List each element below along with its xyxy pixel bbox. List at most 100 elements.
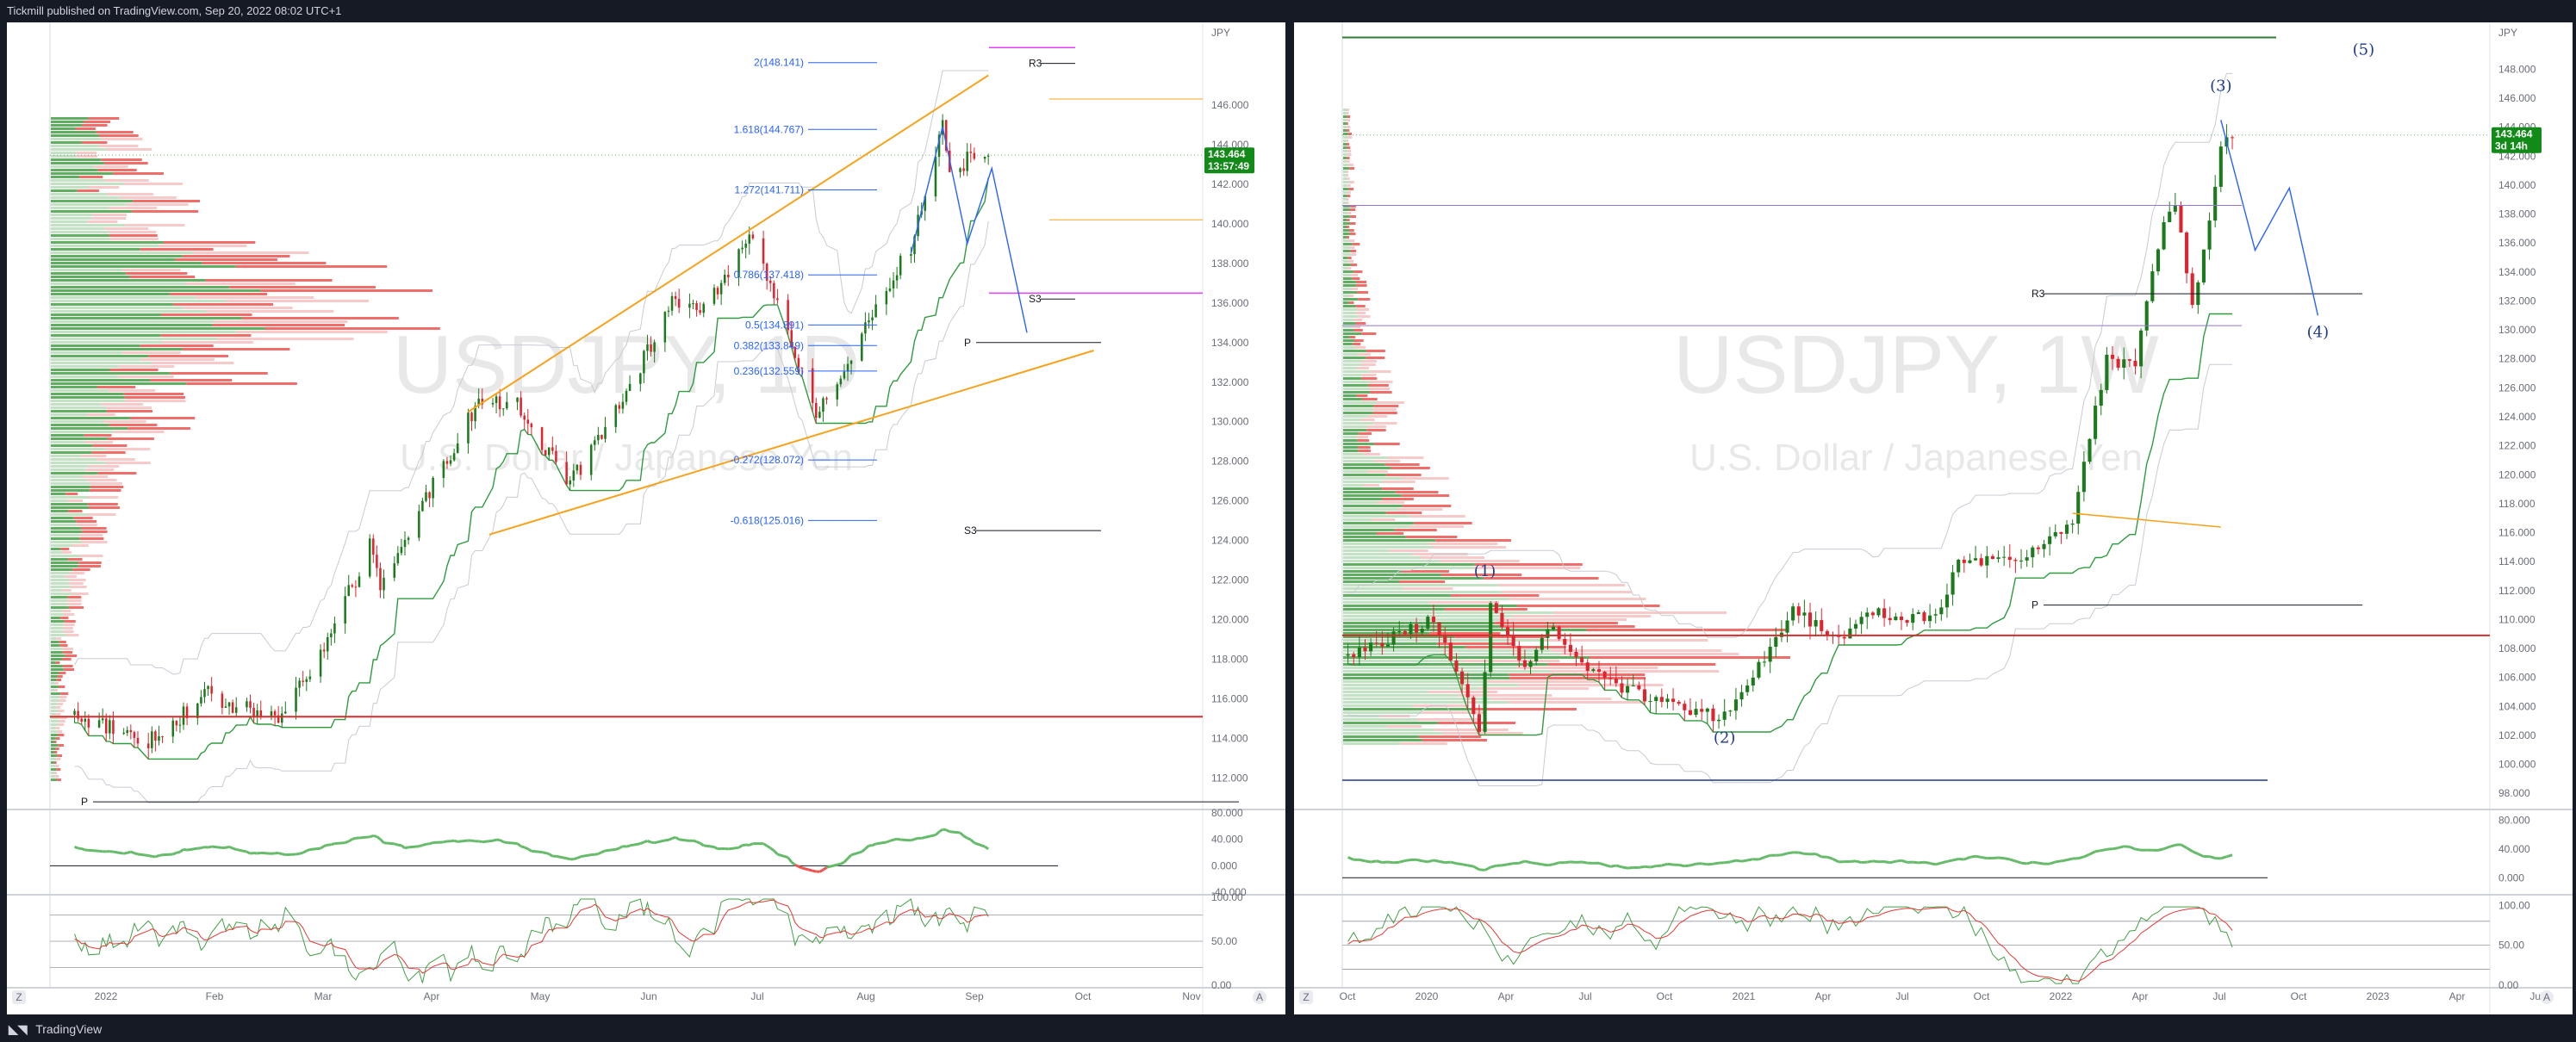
volume-profile-bar <box>51 706 57 709</box>
candle-body <box>1717 719 1721 722</box>
volume-profile-bar <box>1343 126 1347 128</box>
candle-body <box>765 264 768 281</box>
volume-profile-bar <box>1409 525 1464 528</box>
rsi-line-segment <box>580 853 592 859</box>
rsi-line-segment <box>1382 860 1389 864</box>
candle-body <box>2116 358 2120 368</box>
volume-profile-bar <box>1343 673 1509 676</box>
volume-profile-bar <box>83 121 111 123</box>
rsi-line-segment <box>2192 850 2199 855</box>
footer-brand: TradingView <box>35 1022 103 1036</box>
candle-body <box>477 398 480 406</box>
volume-profile-bar <box>1349 181 1354 183</box>
candle-body <box>421 500 424 512</box>
volume-profile-bar <box>1351 288 1359 290</box>
volume-profile-bar <box>60 692 69 695</box>
volume-profile-bar <box>1347 115 1351 118</box>
rsi-line-segment <box>969 838 975 844</box>
volume-profile-bar <box>126 272 188 275</box>
volume-profile-bar <box>1357 308 1370 311</box>
candle-body <box>646 344 649 351</box>
rsi-line-segment <box>619 845 624 850</box>
volume-profile-bar <box>1343 226 1347 228</box>
volume-profile-bar <box>1372 412 1397 414</box>
volume-profile-bar <box>1355 322 1366 325</box>
candle-body <box>2162 221 2166 250</box>
volume-profile-bar <box>51 310 207 313</box>
volume-profile-bar <box>97 472 137 474</box>
volume-profile-bar <box>51 727 56 729</box>
volume-profile-bar <box>1343 146 1347 149</box>
candle-body <box>376 555 378 568</box>
volume-profile-bar <box>1372 422 1397 425</box>
rsi-line-segment <box>358 835 370 840</box>
y-tick-label: 138.000 <box>2498 208 2536 220</box>
candle-body <box>1352 654 1356 658</box>
candle-body <box>452 453 456 461</box>
volume-profile-bar <box>124 224 185 226</box>
candle-body <box>1448 642 1453 661</box>
volume-profile-bar <box>62 551 72 554</box>
volume-profile-bar <box>68 582 84 585</box>
volume-profile-bar <box>51 234 110 237</box>
volume-profile-bar <box>1343 577 1484 580</box>
volume-profile-bar <box>51 362 152 364</box>
chart-panel-weekly[interactable]: USDJPY, 1W U.S. Dollar / Japanese Yen JPY 1… <box>1294 22 2573 1014</box>
stoch-d-line <box>1347 907 2233 982</box>
candle-body <box>2201 249 2206 283</box>
candle-body <box>1968 560 1972 563</box>
rsi-line-segment <box>769 847 775 853</box>
rsi-line-segment <box>1701 862 1708 866</box>
x-tick-label: 2022 <box>2050 990 2073 1002</box>
volume-profile-bar <box>51 472 98 474</box>
rsi-line-segment <box>921 835 926 840</box>
rsi-line-segment <box>776 853 789 859</box>
volume-profile-bar <box>1343 164 1349 166</box>
candle-body <box>986 155 990 157</box>
chart-panel-daily[interactable]: USDJPY, 1D U.S. Dollar / Japanese Yen JPY 1… <box>7 22 1285 1014</box>
volume-profile-bar <box>1353 343 1361 345</box>
rsi-line-segment <box>742 843 746 847</box>
volume-profile-bar <box>1343 381 1371 383</box>
volume-profile-bar <box>121 269 181 271</box>
volume-profile-bar <box>1343 115 1347 118</box>
daily-chart-svg[interactable]: USDJPY, 1DU.S. Dollar / Japanese YenJPY1… <box>7 22 1285 1014</box>
weekly-chart-svg[interactable]: USDJPY, 1W U.S. Dollar / Japanese Yen JPY 1… <box>1294 22 2573 1014</box>
candle-body <box>818 412 821 418</box>
volume-profile-bar <box>60 617 69 619</box>
y-tick-label: 128.000 <box>2498 353 2536 365</box>
volume-profile-bar <box>1586 629 1786 631</box>
candle-body <box>368 538 371 577</box>
candle-body <box>1985 555 1989 566</box>
candle-body <box>836 384 839 400</box>
rsi-line-segment <box>693 839 698 843</box>
volume-profile-bar <box>1343 656 1590 659</box>
volume-profile-bar <box>1543 639 1708 642</box>
candle-body <box>126 729 129 733</box>
volume-profile-bar <box>1343 219 1347 221</box>
volume-profile-bar <box>1343 432 1360 435</box>
volume-profile-bar <box>1343 691 1428 693</box>
volume-profile-bar <box>51 710 59 712</box>
rsi-divergence-line <box>2072 512 2221 528</box>
volume-profile-bar <box>1358 298 1371 301</box>
rsi-line-segment <box>967 836 972 841</box>
volume-profile-bar <box>91 217 127 220</box>
volume-profile-bar <box>51 341 163 344</box>
y-tick-label: 142.000 <box>2498 150 2536 162</box>
volume-profile-bar <box>1353 329 1363 332</box>
volume-profile-bar <box>1497 584 1626 586</box>
volume-profile-bar <box>1347 109 1349 111</box>
watermark-symbol: USDJPY, 1W <box>1673 319 2159 411</box>
candle-body <box>768 280 772 283</box>
candle-body <box>1711 708 1715 722</box>
volume-profile-bar <box>1355 281 1367 283</box>
pivot-label: S3 <box>1029 293 1042 305</box>
rsi-line-segment <box>594 853 599 856</box>
volume-profile-bar <box>51 427 128 430</box>
volume-profile-bar <box>1436 642 1515 645</box>
volume-profile-bar <box>101 403 143 406</box>
candle-body <box>1409 623 1413 635</box>
volume-profile-bar <box>84 434 112 437</box>
rsi-line-segment <box>81 847 86 852</box>
